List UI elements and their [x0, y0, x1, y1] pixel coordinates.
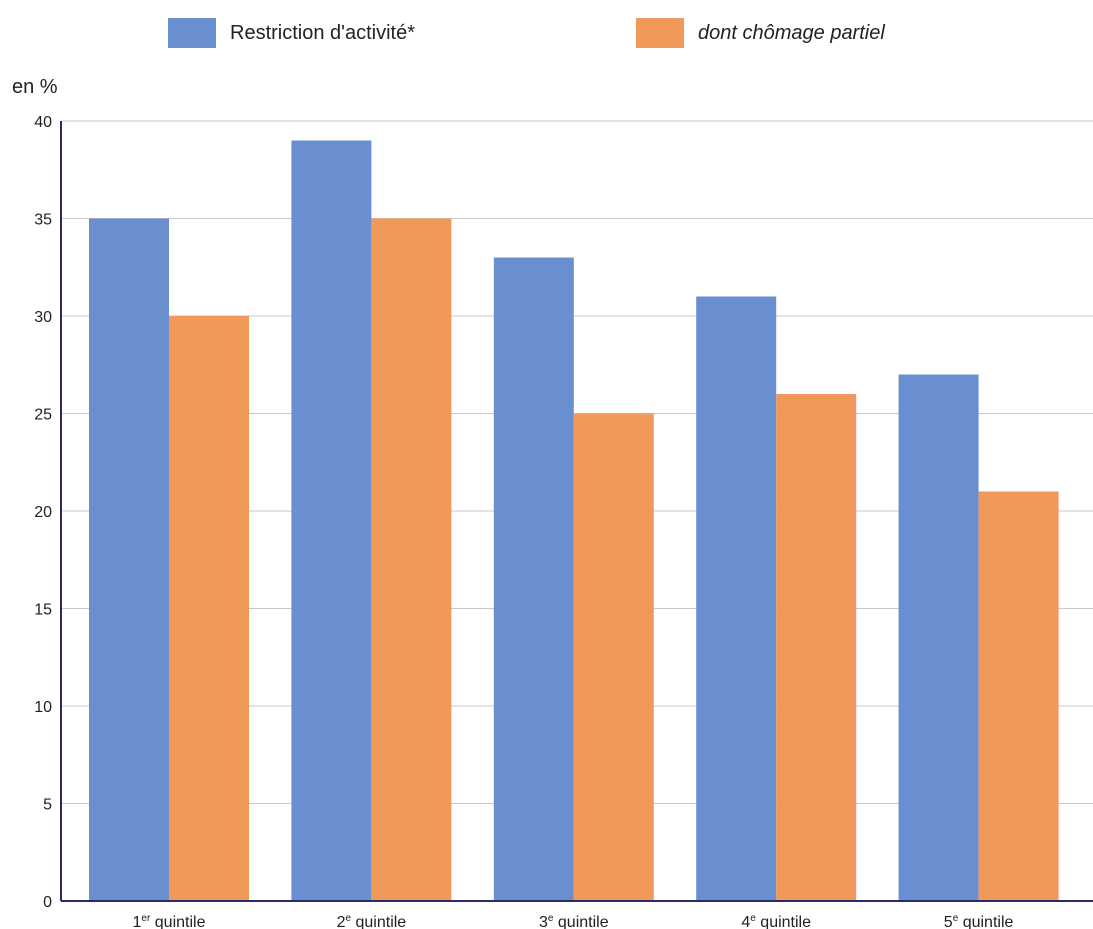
legend-label-restriction: Restriction d'activité*: [230, 21, 415, 44]
y-tick-label: 35: [34, 212, 52, 229]
bar-series1-cat4: [696, 296, 777, 901]
legend-item-chomage: dont chômage partiel: [636, 18, 885, 48]
bar-series1-cat5: [898, 374, 979, 901]
legend-item-restriction: Restriction d'activité*: [168, 18, 415, 48]
legend-swatch-restriction: [168, 18, 216, 48]
y-tick-label: 0: [43, 894, 52, 911]
y-tick-label: 20: [34, 504, 52, 521]
legend-swatch-chomage: [636, 18, 684, 48]
bar-series2-cat3: [573, 413, 654, 901]
y-tick-label: 40: [34, 114, 52, 131]
x-category-label: 3e quintile: [539, 913, 609, 929]
chart-legend: Restriction d'activité* dont chômage par…: [0, 0, 1093, 70]
y-tick-label: 5: [43, 797, 52, 814]
y-tick-label: 25: [34, 407, 52, 424]
x-category-label: 5e quintile: [944, 913, 1014, 929]
y-tick-label: 10: [34, 699, 52, 716]
legend-label-chomage: dont chômage partiel: [698, 21, 885, 44]
bar-series2-cat5: [978, 491, 1059, 901]
bar-series2-cat4: [776, 394, 857, 901]
x-category-label: 1er quintile: [133, 913, 206, 929]
y-tick-label: 30: [34, 309, 52, 326]
bar-series1-cat3: [493, 257, 574, 901]
x-category-label: 2e quintile: [337, 913, 407, 929]
y-tick-label: 15: [34, 602, 52, 619]
bar-series2-cat1: [169, 316, 249, 901]
bar-series2-cat2: [371, 218, 452, 901]
x-category-label: 4e quintile: [741, 913, 811, 929]
y-axis-label: en %: [12, 76, 58, 98]
bar-series1-cat2: [291, 140, 372, 901]
bar-series1-cat1: [89, 218, 169, 901]
